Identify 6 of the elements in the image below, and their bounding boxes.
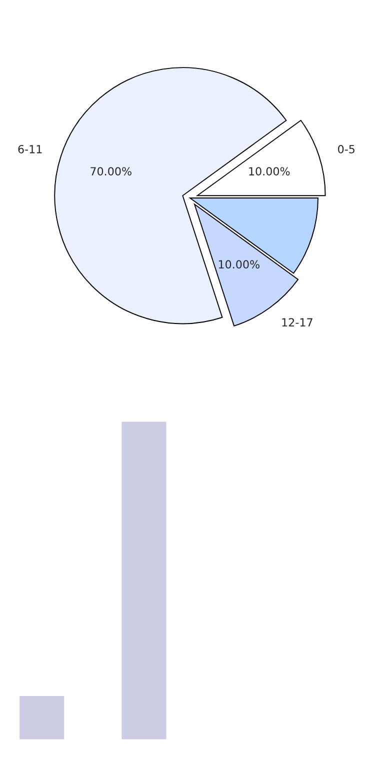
slice-label: 0-5: [338, 144, 354, 154]
data-label: 10.00%: [218, 260, 260, 269]
slice-label: 6-11: [18, 144, 42, 154]
slice-label: 12-17: [282, 318, 312, 326]
data-label: 10.00%: [249, 167, 290, 176]
data-label: 70.00%: [90, 167, 132, 176]
